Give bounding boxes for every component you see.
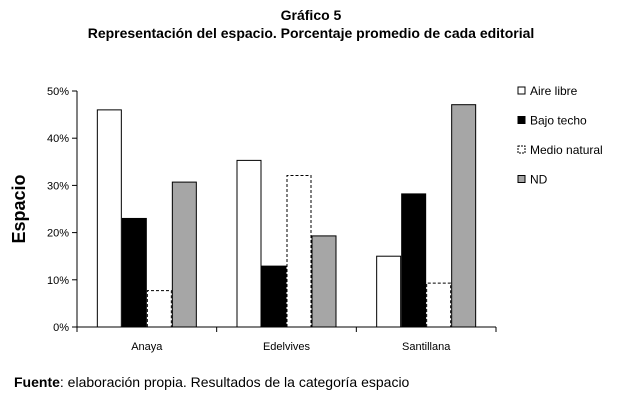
bar-medio-natural (426, 282, 452, 327)
footnote-text: : elaboración propia. Resultados de la c… (59, 374, 410, 390)
bar-bajo-techo (121, 217, 147, 328)
bar-medio-natural (286, 174, 312, 327)
legend-label: Medio natural (530, 143, 603, 157)
footnote: Fuente: elaboración propia. Resultados d… (14, 374, 409, 390)
bar-nd (311, 235, 337, 328)
y-tick-label: 0% (53, 322, 69, 334)
x-tick-label: Edelvives (263, 341, 311, 353)
y-axis-title: Espacio (9, 174, 29, 243)
legend-swatch (517, 116, 526, 124)
chart-subtitle: Representación del espacio. Porcentaje p… (88, 25, 535, 41)
x-tick-label: Anaya (131, 341, 163, 353)
legend-swatch (517, 86, 526, 95)
x-tick-label: Santillana (402, 341, 451, 353)
legend-label: Bajo techo (530, 114, 587, 128)
footnote-label: Fuente (14, 374, 60, 390)
bar-bajo-techo (261, 265, 287, 328)
legend-swatch (517, 175, 526, 183)
bar-nd (451, 104, 477, 328)
bar-aire-libre (96, 109, 122, 328)
bar-aire-libre (376, 255, 402, 328)
y-tick-label: 10% (47, 275, 69, 287)
y-tick-label: 20% (47, 228, 69, 240)
y-tick-label: 50% (47, 86, 69, 98)
legend-label: ND (530, 173, 548, 187)
y-tick-label: 40% (47, 133, 69, 145)
y-tick-label: 30% (47, 180, 69, 192)
legend-swatch (517, 145, 526, 154)
bar-medio-natural (146, 290, 172, 327)
legend-label: Aire libre (530, 84, 578, 98)
bar-bajo-techo (401, 193, 427, 328)
chart-title: Gráfico 5 (281, 7, 342, 23)
bar-aire-libre (236, 159, 262, 328)
bar-nd (171, 181, 197, 328)
